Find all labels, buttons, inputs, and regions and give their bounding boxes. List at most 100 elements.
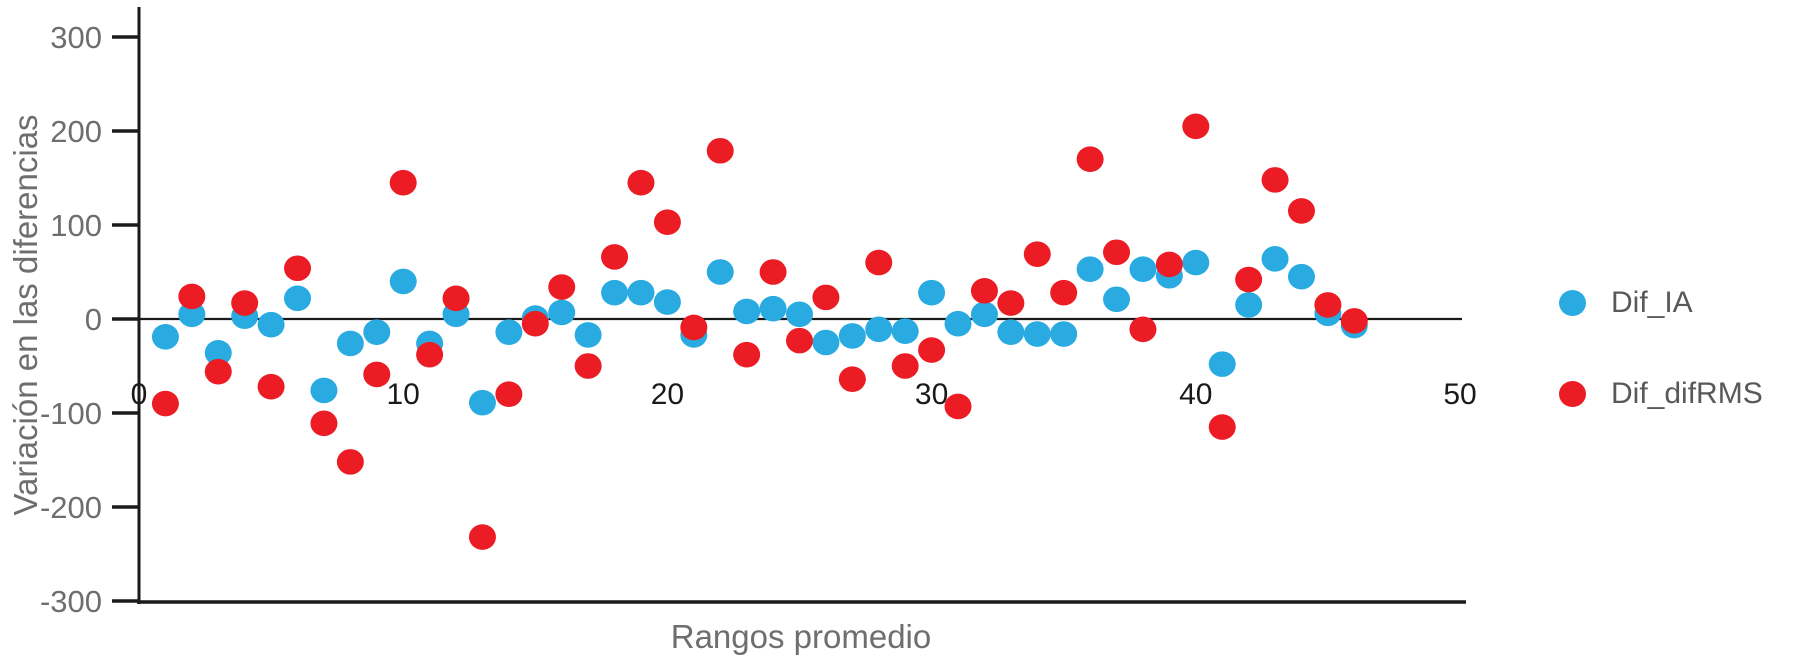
data-point-dif_ia (1076, 256, 1104, 282)
data-point-dif_ia (495, 319, 523, 345)
data-point-dif_difrms (1208, 414, 1236, 440)
data-point-dif_ia (627, 279, 655, 306)
data-point-dif_ia (336, 330, 364, 357)
data-point-dif_difrms (178, 283, 206, 310)
data-point-dif_difrms (257, 373, 285, 400)
data-point-dif_difrms (151, 390, 179, 417)
data-point-dif_ia (1208, 351, 1236, 377)
legend-item-dif-difrms: Dif_difRMS (1559, 377, 1763, 410)
data-point-dif_difrms (680, 314, 708, 341)
data-point-dif_ia (944, 310, 972, 337)
data-point-dif_difrms (759, 259, 787, 285)
data-point-dif_ia (1129, 256, 1157, 282)
x-tick-label: 10 (387, 378, 420, 411)
data-point-dif_difrms (1155, 251, 1183, 278)
data-point-dif_difrms (865, 249, 893, 276)
data-point-dif_ia (468, 389, 496, 416)
legend-marker-blue-icon (1559, 289, 1586, 316)
data-point-dif_ia (1050, 321, 1078, 347)
data-point-dif_difrms (944, 393, 972, 420)
data-point-dif_difrms (1023, 241, 1051, 267)
data-point-dif_difrms (1076, 146, 1104, 172)
x-tick-label: 50 (1443, 378, 1476, 411)
y-tick-label: 200 (50, 114, 102, 149)
data-point-dif_ia (1287, 263, 1315, 290)
data-point-dif_difrms (363, 361, 391, 388)
data-point-dif_difrms (1314, 292, 1342, 318)
data-point-dif_difrms (442, 285, 470, 312)
data-point-dif_ia (891, 318, 919, 345)
data-point-dif_difrms (284, 255, 312, 282)
legend: Dif_IA Dif_difRMS (1559, 286, 1763, 410)
data-point-dif_difrms (336, 449, 364, 475)
data-point-dif_difrms (733, 341, 761, 368)
x-tick-label: 40 (1179, 378, 1212, 411)
data-point-dif_difrms (918, 337, 946, 363)
y-tick-label: -300 (40, 584, 102, 619)
data-point-dif_ia (204, 340, 232, 366)
data-point-dif_difrms (706, 137, 734, 164)
data-point-dif_ia (178, 301, 206, 328)
data-point-dif_ia (759, 295, 787, 322)
data-point-dif_difrms (891, 353, 919, 379)
data-point-dif_ia (653, 289, 681, 315)
y-tick-label: -200 (40, 490, 102, 525)
data-point-dif_ia (389, 268, 417, 295)
data-point-dif_difrms (468, 524, 496, 550)
data-point-dif_difrms (1103, 239, 1131, 266)
data-point-dif_difrms (601, 244, 629, 270)
data-point-dif_ia (1235, 292, 1263, 318)
data-point-dif_ia (733, 298, 761, 325)
legend-item-dif-ia: Dif_IA (1559, 286, 1763, 319)
x-axis-title: Rangos promedio (670, 618, 932, 655)
legend-label: Dif_IA (1611, 285, 1693, 319)
data-point-dif_ia (1261, 246, 1289, 272)
data-point-dif_ia (1103, 286, 1131, 313)
y-axis-title: Variación en las diferencias (7, 114, 44, 516)
data-point-dif_difrms (310, 410, 338, 437)
data-point-dif_difrms (838, 366, 866, 392)
data-point-dif_ia (548, 299, 576, 326)
legend-label: Dif_difRMS (1611, 376, 1763, 410)
data-point-dif_difrms (970, 278, 998, 304)
data-point-dif_ia (812, 329, 840, 356)
data-point-dif_ia (838, 323, 866, 349)
data-point-dif_ia (786, 301, 813, 328)
data-point-dif_difrms (1235, 266, 1263, 293)
data-point-dif_difrms (1182, 113, 1210, 140)
data-point-dif_difrms (627, 169, 655, 196)
data-point-dif_ia (865, 316, 893, 343)
x-tick-label: 30 (915, 378, 948, 411)
data-point-dif_difrms (1261, 167, 1289, 193)
data-point-dif_difrms (548, 274, 576, 300)
data-point-dif_ia (997, 319, 1025, 345)
data-point-dif_difrms (495, 381, 523, 408)
data-point-dif_ia (601, 279, 629, 306)
x-tick-label: 20 (651, 378, 684, 411)
data-point-dif_ia (706, 259, 734, 285)
data-point-dif_difrms (1050, 279, 1078, 306)
legend-marker-red-icon (1559, 380, 1586, 407)
data-point-dif_ia (1023, 321, 1051, 347)
data-point-dif_difrms (204, 358, 232, 385)
data-point-dif_difrms (786, 327, 813, 354)
data-point-dif_ia (918, 279, 946, 306)
data-point-dif_ia (151, 324, 179, 350)
data-point-dif_difrms (1340, 308, 1368, 334)
data-point-dif_ia (363, 319, 391, 345)
data-point-dif_difrms (1129, 316, 1157, 343)
data-point-dif_difrms (521, 310, 549, 337)
data-point-dif_ia (257, 311, 285, 338)
data-point-dif_ia (574, 322, 602, 348)
data-point-dif_difrms (231, 290, 259, 316)
data-point-dif_ia (1182, 249, 1210, 276)
y-tick-label: 300 (50, 20, 102, 55)
data-point-dif_difrms (389, 169, 417, 196)
data-point-dif_ia (310, 377, 338, 404)
data-point-dif_difrms (574, 353, 602, 379)
data-point-dif_difrms (416, 341, 444, 368)
y-tick-label: -100 (40, 396, 102, 431)
y-tick-label: 100 (50, 208, 102, 243)
